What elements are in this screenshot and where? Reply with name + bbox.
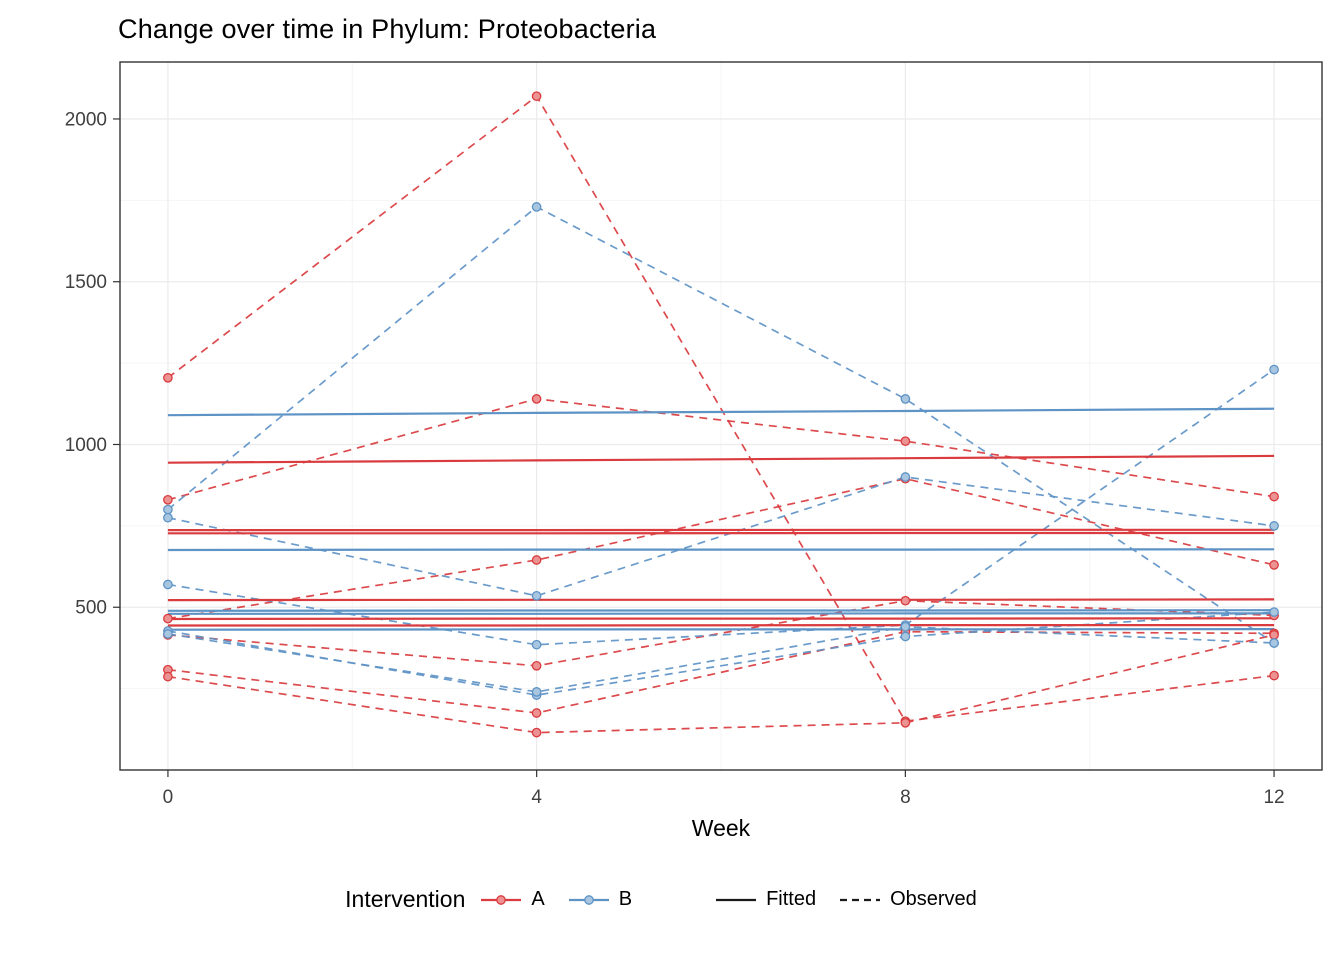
svg-text:4: 4	[531, 787, 542, 808]
svg-text:2000: 2000	[65, 109, 107, 130]
group-b-key-icon	[568, 894, 609, 905]
legend-item-group-a: A	[479, 887, 545, 913]
svg-text:Week: Week	[692, 815, 751, 841]
svg-text:500: 500	[75, 598, 107, 619]
legend-label-fitted: Fitted	[766, 888, 817, 910]
group-a-key-icon	[481, 894, 522, 905]
plot-svg: 500 1000 1500 2000 0 4 8 12 Week	[65, 61, 1323, 841]
observed-line-key-icon	[840, 898, 881, 901]
legend-item-group-b: B	[567, 887, 632, 913]
legend-label-observed: Observed	[890, 888, 977, 910]
svg-text:8: 8	[900, 787, 911, 808]
legend-item-fitted: Fitted	[714, 887, 816, 913]
svg-text:12: 12	[1263, 787, 1284, 808]
legend-item-observed: Observed	[838, 887, 977, 913]
legend: Intervention A B Fitted Observed	[0, 886, 1344, 913]
svg-text:1500: 1500	[65, 272, 107, 293]
legend-label-a: A	[531, 888, 545, 910]
svg-text:0: 0	[163, 787, 174, 808]
fitted-line-key-icon	[716, 898, 757, 901]
svg-text:1000: 1000	[65, 435, 107, 456]
legend-label-b: B	[618, 888, 633, 910]
legend-title: Intervention	[345, 886, 466, 912]
chart-title: Change over time in Phylum: Proteobacter…	[118, 14, 657, 44]
